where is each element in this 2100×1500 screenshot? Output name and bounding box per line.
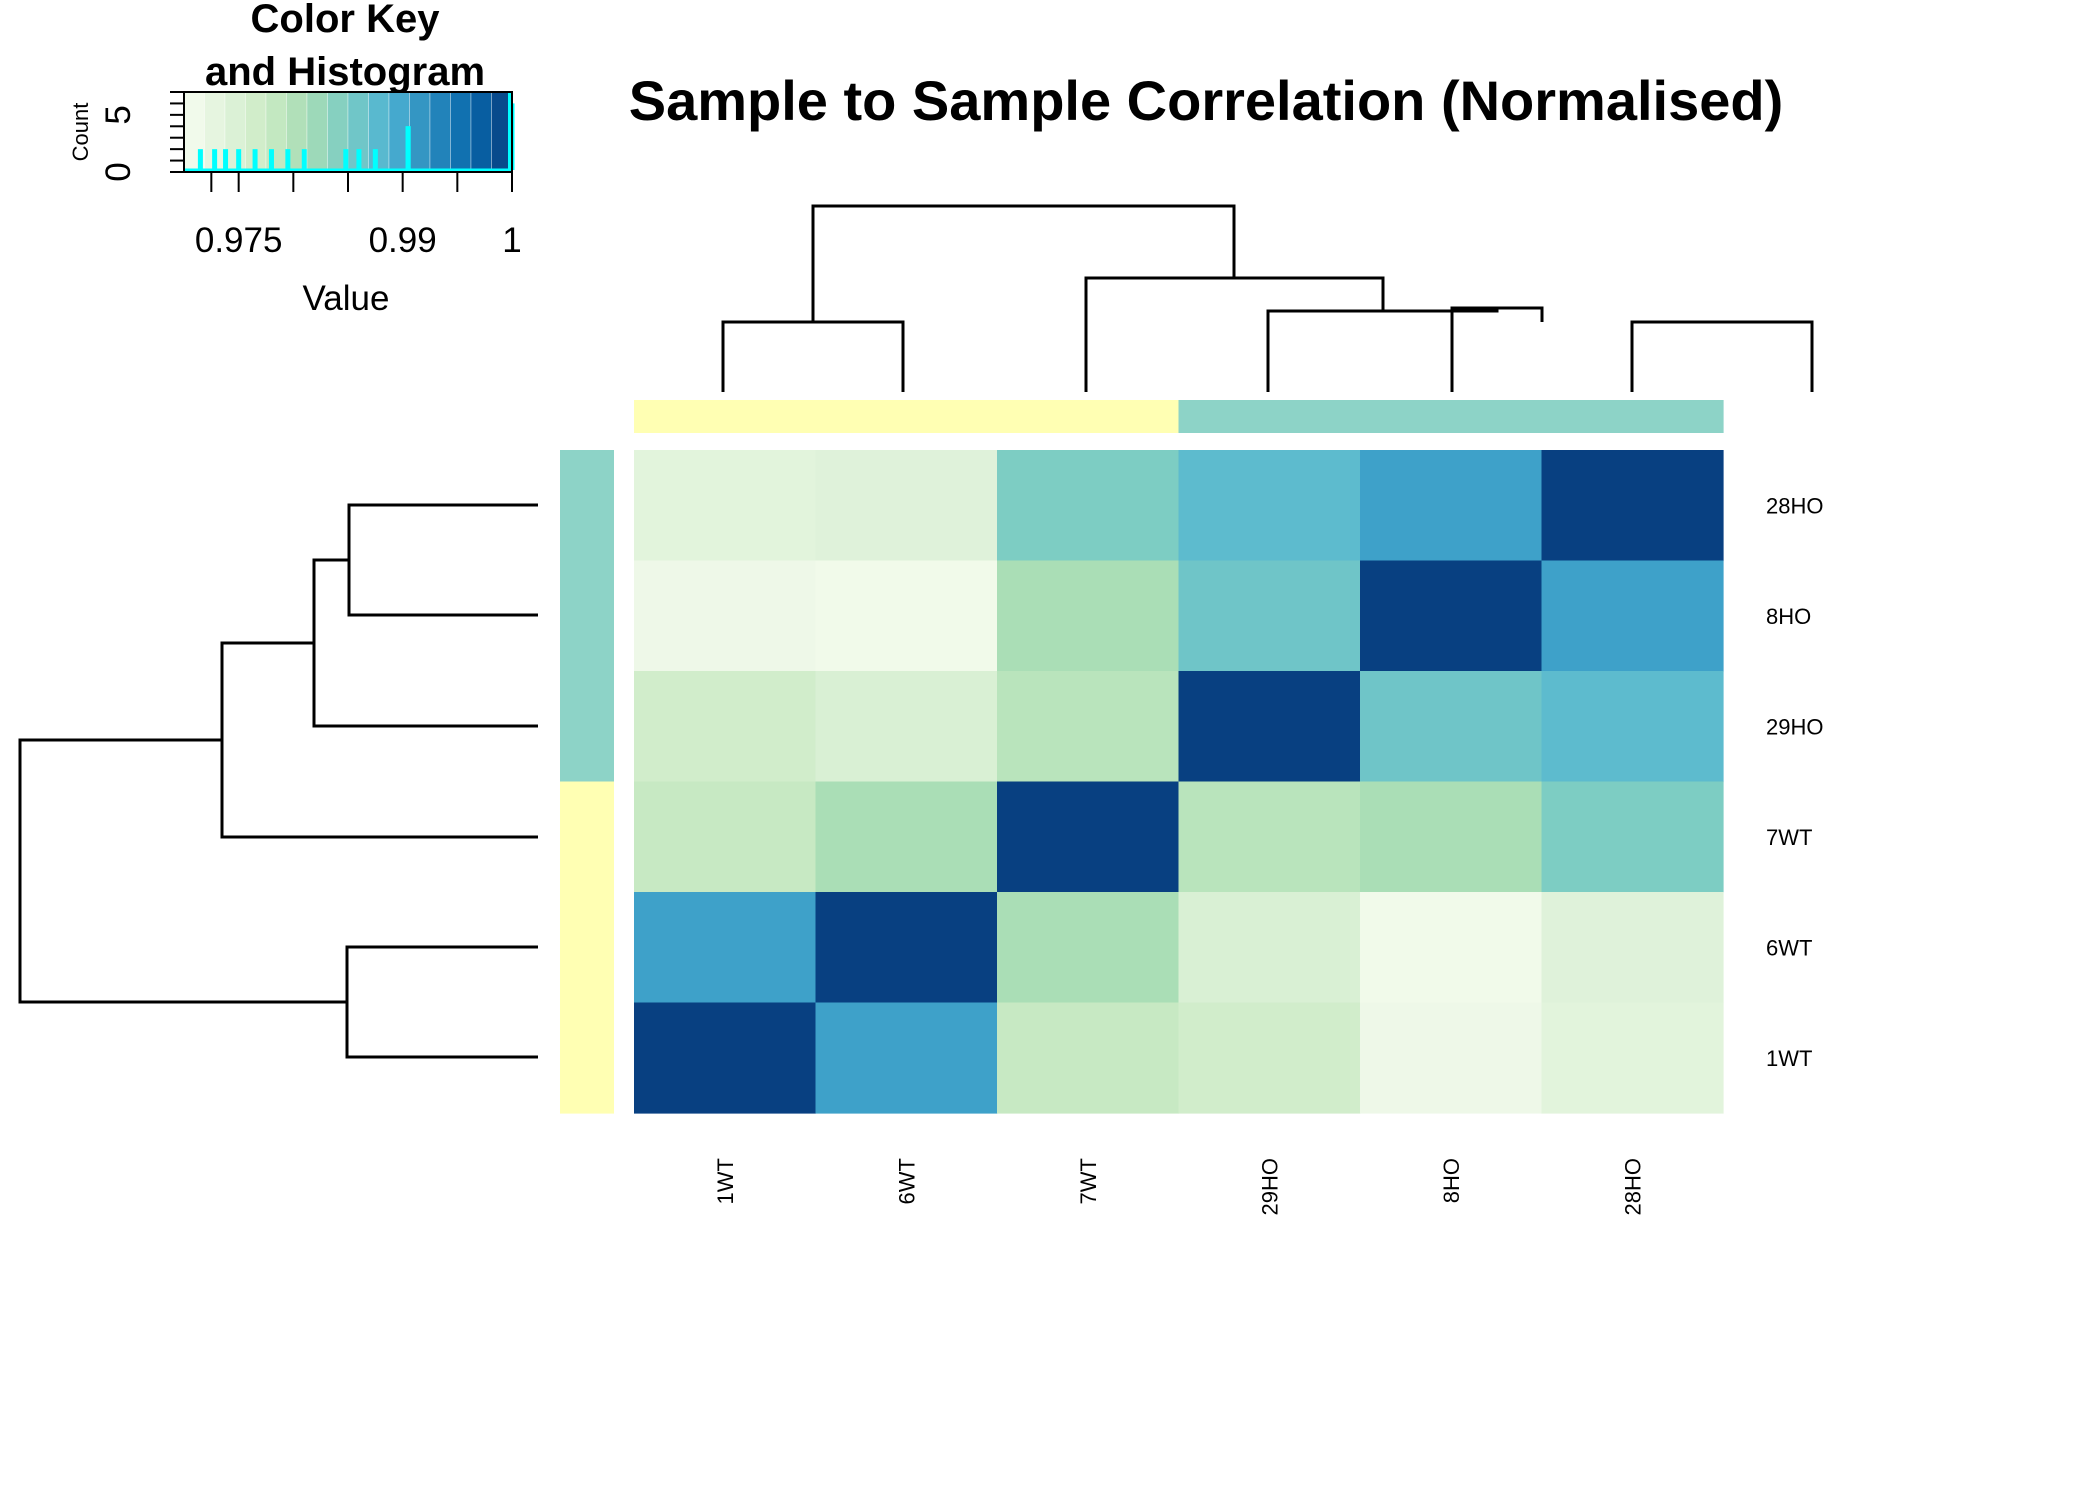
heatmap-cell — [1360, 671, 1543, 783]
column-side-color — [1541, 400, 1724, 433]
heatmap-cell — [1541, 560, 1724, 672]
heatmap-cell — [634, 781, 817, 893]
heatmap-cell — [815, 560, 998, 672]
row-side-colors — [560, 450, 614, 1114]
heatmap-cell — [815, 781, 998, 893]
color-key: Color Key and Histogram 0.975 0.99 1 05 Co… — [68, 0, 522, 318]
heatmap-cell — [997, 1002, 1180, 1114]
heatmap-cell — [634, 450, 817, 562]
color-key-x-tick-label: 1 — [502, 221, 521, 260]
heatmap-cell — [1178, 671, 1361, 783]
color-key-swatch — [224, 91, 246, 173]
column-label: 8HO — [1439, 1158, 1464, 1203]
heatmap-cell — [1541, 781, 1724, 893]
row-label: 29HO — [1766, 714, 1823, 739]
heatmap-cell — [1541, 1002, 1724, 1114]
color-key-swatch — [429, 91, 451, 173]
color-key-y-tick-label: 5 — [99, 105, 138, 124]
color-key-swatch — [470, 91, 492, 173]
row-labels: 28HO 8HO 29HO 7WT 6WT 1WT — [1766, 493, 1823, 1071]
column-side-color — [634, 400, 817, 433]
row-side-color — [560, 560, 614, 672]
heatmap-cell — [1178, 781, 1361, 893]
heatmap-cell — [634, 671, 817, 783]
heatmap-cell — [997, 450, 1180, 562]
row-label: 1WT — [1766, 1046, 1812, 1071]
heatmap-cell — [1178, 450, 1361, 562]
heatmap-cell — [1360, 450, 1543, 562]
color-key-title-line1: Color Key — [251, 0, 441, 41]
color-key-swatch — [306, 91, 328, 173]
heatmap-cell — [634, 560, 817, 672]
color-key-ylabel: Count — [68, 103, 93, 162]
row-side-color — [560, 450, 614, 562]
heatmap-cell — [1360, 892, 1543, 1004]
heatmap-cell — [1541, 892, 1724, 1004]
heatmap-cell — [1178, 892, 1361, 1004]
heatmap-cell — [1360, 560, 1543, 672]
row-dendrogram — [18, 503, 538, 1059]
heatmap-cell — [1360, 781, 1543, 893]
column-side-color — [1178, 400, 1361, 433]
heatmap-cell — [997, 892, 1180, 1004]
column-dendrogram-branches — [721, 204, 1814, 392]
heatmap-cell — [1360, 1002, 1543, 1114]
column-labels: 1WT 6WT 7WT 29HO 8HO 28HO — [713, 1158, 1646, 1215]
heatmap-cell — [997, 781, 1180, 893]
heatmap-cell — [815, 892, 998, 1004]
row-side-color — [560, 1002, 614, 1114]
heatmap-cell — [1178, 1002, 1361, 1114]
color-key-y-tick-label: 0 — [99, 162, 138, 181]
column-label: 7WT — [1076, 1158, 1101, 1204]
row-label: 7WT — [1766, 825, 1812, 850]
column-side-color — [815, 400, 998, 433]
heatmap-cells — [634, 450, 1724, 1114]
column-side-colors — [634, 400, 1724, 433]
heatmap-cell — [634, 892, 817, 1004]
color-key-x-tick-label: 0.975 — [195, 221, 283, 260]
heatmap-cell — [1541, 450, 1724, 562]
color-key-histogram — [184, 92, 515, 172]
row-label: 28HO — [1766, 493, 1823, 518]
color-key-xlabel: Value — [303, 279, 390, 318]
heatmap-cell — [997, 560, 1180, 672]
color-key-x-tick-label: 0.99 — [369, 221, 437, 260]
column-dendrogram — [721, 204, 1814, 392]
row-dendrogram-branches — [18, 503, 538, 1059]
color-key-swatch — [409, 91, 431, 173]
heatmap-cell — [1178, 560, 1361, 672]
color-key-gradient — [183, 91, 513, 173]
column-label: 29HO — [1257, 1158, 1282, 1215]
row-side-color — [560, 781, 614, 893]
color-key-swatch — [368, 91, 390, 173]
row-side-color — [560, 671, 614, 783]
color-key-title-line2: and Histogram — [205, 50, 485, 94]
column-label: 1WT — [713, 1158, 738, 1204]
row-side-color — [560, 892, 614, 1004]
row-label: 6WT — [1766, 935, 1812, 960]
heatmap-cell — [815, 1002, 998, 1114]
heatmap-cell — [634, 1002, 817, 1114]
heatmap-cell — [1541, 671, 1724, 783]
heatmap-cell — [997, 671, 1180, 783]
chart-title: Sample to Sample Correlation (Normalised… — [629, 69, 1783, 132]
heatmap-cell — [815, 671, 998, 783]
column-label: 28HO — [1620, 1158, 1645, 1215]
row-label: 8HO — [1766, 604, 1811, 629]
color-key-swatch — [450, 91, 472, 173]
column-side-color — [997, 400, 1180, 433]
color-key-y-axis: 05 — [99, 91, 185, 182]
heatmap-cell — [815, 450, 998, 562]
color-key-x-axis: 0.975 0.99 1 — [184, 171, 522, 260]
column-side-color — [1360, 400, 1543, 433]
column-label: 6WT — [894, 1158, 919, 1204]
